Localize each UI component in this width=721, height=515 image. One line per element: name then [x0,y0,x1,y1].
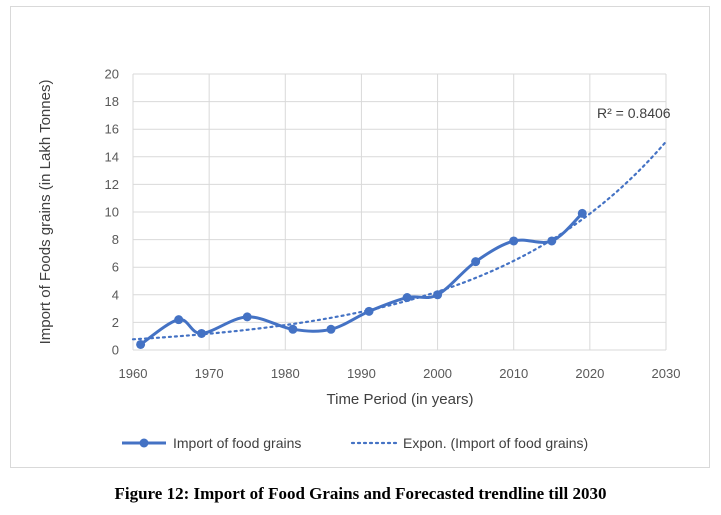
y-tick-label: 10 [105,205,119,220]
y-tick-label: 6 [112,260,119,275]
data-point [326,324,336,334]
gridlines [132,73,667,351]
x-tick-label: 1980 [271,366,300,381]
r-squared-annotation: R² = 0.8406 [597,105,671,121]
legend-point-marker [139,438,149,448]
x-tick-label: 2000 [423,366,452,381]
y-axis-title: Import of Foods grains (in Lakh Tonnes) [37,80,54,345]
x-tick-label: 2030 [652,366,681,381]
x-axis-title: Time Period (in years) [327,391,474,408]
figure-caption: Figure 12: Import of Food Grains and For… [114,484,607,503]
data-point [288,324,298,334]
trendline [131,140,668,341]
data-point [136,339,146,349]
y-tick-label: 16 [105,122,119,137]
x-tick-labels: 1960 1970 1980 1990 2000 2010 2020 2030 [119,366,681,381]
legend: Import of food grains Expon. (Import of f… [122,435,588,451]
series-layer [131,140,668,349]
y-tick-label: 0 [112,343,119,358]
y-tick-label: 8 [112,232,119,247]
data-point [509,236,519,246]
data-point [547,236,557,246]
chart-frame [10,6,710,468]
x-tick-label: 1960 [119,366,148,381]
data-point [402,293,412,303]
y-tick-label: 12 [105,177,119,192]
data-point [364,306,374,316]
y-tick-label: 18 [105,94,119,109]
data-point [577,208,587,218]
data-point [433,290,443,300]
data-point [197,328,207,338]
y-tick-label: 2 [112,315,119,330]
x-tick-label: 2020 [575,366,604,381]
data-point [174,315,184,325]
y-tick-label: 20 [105,67,119,82]
x-tick-label: 1990 [347,366,376,381]
data-point [471,257,481,267]
legend-label: Expon. (Import of food grains) [403,435,588,451]
y-tick-labels: 0 2 4 6 8 10 12 14 16 18 20 [105,67,119,358]
y-tick-label: 4 [112,287,119,302]
data-point [242,312,252,322]
legend-label: Import of food grains [173,435,301,451]
x-tick-label: 1970 [195,366,224,381]
x-tick-label: 2010 [499,366,528,381]
y-tick-label: 14 [105,149,119,164]
